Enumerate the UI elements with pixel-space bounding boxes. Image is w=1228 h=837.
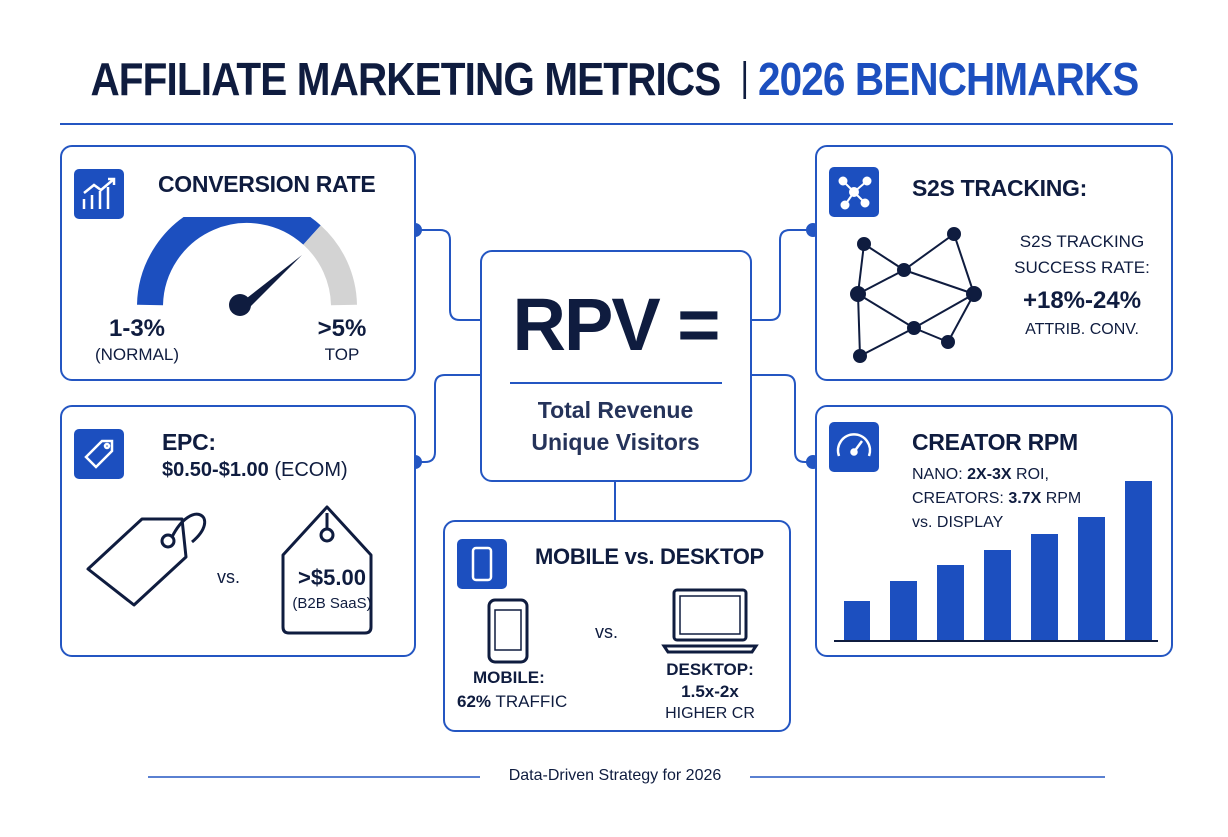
- icon-glyph: [84, 439, 114, 469]
- connector: [750, 229, 813, 321]
- gauge-arc: [137, 217, 321, 306]
- footer: Data-Driven Strategy for 2026: [508, 767, 722, 784]
- tag-icon: [74, 429, 124, 479]
- gauge-hub: [229, 294, 251, 316]
- mobile-value: 62%: [457, 692, 492, 711]
- panel-title: CONVERSION RATE: [158, 171, 376, 197]
- s2s-subtitle-line: SUCCESS RATE:: [1014, 258, 1150, 277]
- s2s-note: ATTRIB. CONV.: [1025, 321, 1139, 338]
- normal-label: (NORMAL): [94, 345, 180, 364]
- creator-text: vs. DISPLAY: [912, 514, 1004, 531]
- epc-range-line: $0.50-$1.00 (ECOM): [162, 459, 348, 482]
- title: AFFILIATE MARKETING METRICS 2026 BENCHMA…: [0, 52, 1228, 106]
- creator-line: CREATORS: 3.7X RPM: [912, 487, 1081, 511]
- creator-emphasis: 2X-3X: [967, 466, 1012, 483]
- panel-title: S2S TRACKING:: [912, 175, 1088, 201]
- rpv-title: RPV =: [512, 283, 721, 366]
- bar: [1125, 481, 1152, 641]
- top-value: >5%: [317, 315, 367, 342]
- epc-high-note: (B2B SaaS): [292, 595, 372, 612]
- laptop-illustration: [661, 588, 759, 654]
- vs-label: vs.: [217, 567, 241, 587]
- icon-glyph: [82, 177, 116, 209]
- creator-panel: CREATOR RPM NANO: 2X-3X ROI, CREATORS: 3…: [815, 405, 1173, 657]
- phone-illustration: [487, 598, 529, 664]
- normal-value: 1-3%: [108, 315, 166, 342]
- tag-illustration: [86, 512, 207, 607]
- connector: [415, 374, 482, 463]
- epc-panel: EPC: $0.50-$1.00 (ECOM) vs. >$5.00 (B2B …: [60, 405, 416, 657]
- phone-icon: [457, 539, 507, 589]
- connector: [750, 374, 813, 463]
- device-panel: MOBILE vs. DESKTOP vs. MOBILE: 62% TRAFF…: [443, 520, 791, 732]
- title-separator: [742, 61, 746, 99]
- chart-icon: [74, 169, 124, 219]
- epc-range: $0.50-$1.00: [162, 459, 269, 481]
- rpv-denominator: Unique Visitors: [531, 429, 700, 455]
- s2s-value: +18%-24%: [1022, 287, 1142, 314]
- gauge: [137, 217, 357, 316]
- price-tag: [281, 505, 373, 635]
- title-wrap: AFFILIATE MARKETING METRICS 2026 BENCHMA…: [90, 52, 1139, 106]
- title-highlight: 2026 BENCHMARKS: [757, 53, 1139, 105]
- desktop-label: DESKTOP:: [666, 660, 754, 679]
- rpm-bars: [834, 481, 1158, 642]
- bar: [1031, 534, 1058, 641]
- creator-text: ROI,: [1016, 466, 1049, 483]
- connector: [415, 229, 482, 321]
- creator-emphasis: 3.7X: [1008, 490, 1042, 507]
- fraction-rule: [510, 382, 722, 384]
- desktop-value: 1.5x-2x: [681, 682, 739, 701]
- s2s-subtitle-line: S2S TRACKING: [1019, 232, 1145, 251]
- network-icon: [829, 167, 879, 217]
- top-label: TOP: [324, 345, 360, 364]
- creator-text: RPM: [1045, 490, 1082, 507]
- icon-glyph: [838, 176, 872, 210]
- mobile-line: 62% TRAFFIC: [457, 692, 567, 712]
- network-graph: [850, 227, 982, 363]
- creator-line: vs. DISPLAY: [912, 511, 1081, 535]
- panel-title: CREATOR RPM: [912, 429, 1078, 455]
- desktop-note: HIGHER CR: [665, 705, 755, 722]
- s2s-subtitle: S2S TRACKING SUCCESS RATE:: [1002, 229, 1162, 281]
- epc-range-note: (ECOM): [274, 459, 348, 481]
- epc-high: >$5.00: [298, 565, 366, 590]
- s2s-panel: S2S TRACKING: S2S TRACKING SUCCESS RATE:…: [815, 145, 1173, 381]
- title-text: AFFILIATE MARKETING METRICS: [90, 53, 721, 105]
- vs-label: vs.: [595, 622, 619, 642]
- bar: [890, 581, 917, 641]
- creator-lines: NANO: 2X-3X ROI, CREATORS: 3.7X RPM vs. …: [912, 463, 1081, 535]
- icon-glyph: [471, 546, 493, 582]
- rpv-panel: RPV = Total Revenue Unique Visitors: [480, 250, 752, 482]
- panel-title: EPC:: [162, 429, 216, 455]
- gauge-needle: [238, 255, 302, 311]
- icon-glyph: [836, 433, 872, 457]
- mobile-label: MOBILE:: [473, 668, 545, 687]
- gauge-arc-rest: [302, 225, 357, 306]
- conversion-panel: CONVERSION RATE 1-3% (NORMAL) >5% TOP: [60, 145, 416, 381]
- creator-text: CREATORS:: [912, 490, 1004, 507]
- panel-title: MOBILE vs. DESKTOP: [535, 544, 764, 569]
- bar: [844, 601, 870, 641]
- bar: [984, 550, 1011, 641]
- bar: [1078, 517, 1105, 641]
- bar: [937, 565, 964, 641]
- speedometer-icon: [829, 422, 879, 472]
- creator-line: NANO: 2X-3X ROI,: [912, 463, 1081, 487]
- rpv-numerator: Total Revenue: [537, 397, 694, 423]
- mobile-note: TRAFFIC: [495, 692, 568, 711]
- creator-text: NANO:: [912, 466, 963, 483]
